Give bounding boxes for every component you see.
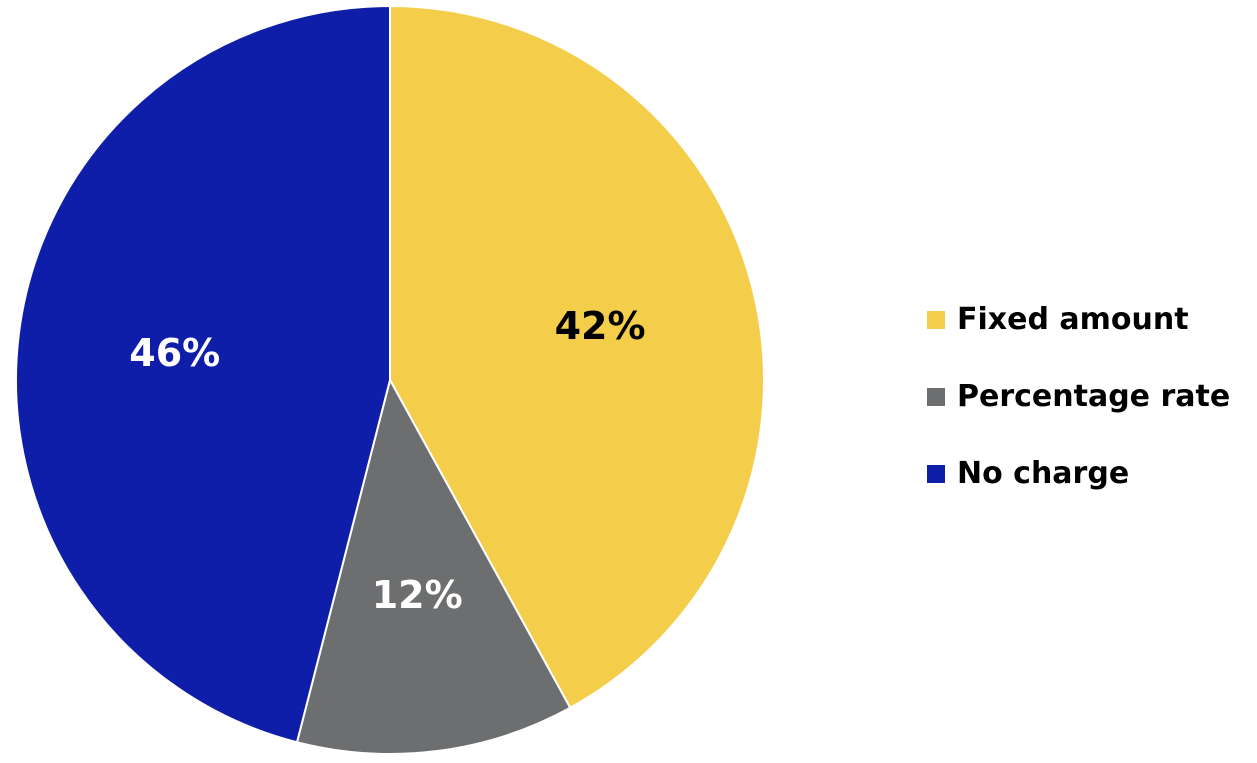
pie-labels: 42% 12% 46% [129, 304, 645, 617]
pie-label-fixed-amount: 42% [555, 304, 646, 348]
legend-label-fixed-amount: Fixed amount [957, 302, 1189, 337]
pie-label-no-charge: 46% [129, 331, 220, 375]
chart-legend: Fixed amount Percentage rate No charge [927, 296, 1230, 497]
legend-swatch-fixed-amount [927, 310, 945, 329]
legend-label-percentage-rate: Percentage rate [957, 379, 1231, 414]
pie-slice-fixed-amount [389, 4, 765, 710]
legend-item-fixed-amount: Fixed amount [927, 296, 1230, 343]
pie-label-percentage-rate: 12% [372, 573, 463, 617]
pie-slice-no-charge [15, 4, 391, 744]
legend-swatch-no-charge [927, 464, 945, 483]
legend-item-percentage-rate: Percentage rate [927, 373, 1230, 420]
pie-slices [15, 4, 765, 755]
legend-swatch-percentage-rate [927, 387, 945, 406]
pie-slice-percentage-rate [295, 377, 572, 755]
legend-item-no-charge: No charge [927, 450, 1230, 497]
legend-label-no-charge: No charge [957, 456, 1130, 491]
